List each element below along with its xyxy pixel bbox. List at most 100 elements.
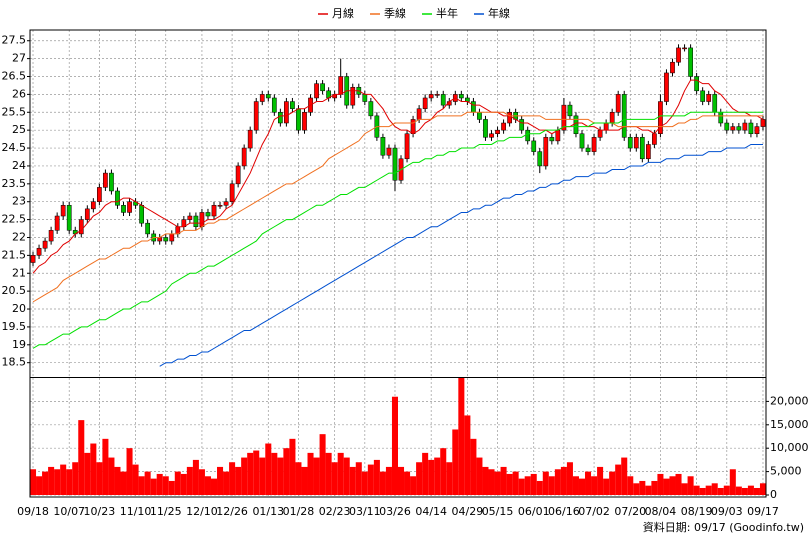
volume-bar <box>464 415 471 495</box>
candle-body <box>645 144 651 160</box>
volume-bar <box>331 462 338 495</box>
volume-bar <box>458 378 465 495</box>
volume-bar <box>325 452 332 495</box>
x-tick-label: 06/01 <box>518 505 550 518</box>
candle-body <box>296 108 301 131</box>
candle-body <box>501 122 506 131</box>
candle-body <box>416 108 422 120</box>
volume-bar <box>675 473 682 495</box>
candle-body <box>549 137 555 142</box>
x-tick-label: 07/02 <box>578 505 610 518</box>
y-tick-label: 26 <box>12 87 26 100</box>
volume-bar <box>48 466 55 495</box>
volume-bar <box>452 429 459 495</box>
volume-bar <box>705 485 712 495</box>
x-tick-label: 09/18 <box>17 505 49 518</box>
volume-bar <box>283 448 290 495</box>
candle-body <box>187 215 193 220</box>
candle-body <box>211 205 217 217</box>
volume-bar <box>669 476 676 495</box>
candle-body <box>109 172 114 192</box>
candle-body <box>247 129 253 149</box>
volume-bar <box>271 452 278 495</box>
candle-body <box>603 122 609 131</box>
volume-bar <box>681 483 688 495</box>
volume-bar <box>591 476 598 495</box>
legend-label: 月線 <box>332 6 354 20</box>
candle-body <box>302 112 307 131</box>
candle-body <box>235 165 241 185</box>
y-tick-label: 23.5 <box>2 177 27 190</box>
volume-bar <box>518 478 525 495</box>
volume-bar <box>554 469 561 495</box>
y-tick-label: 27.5 <box>2 34 27 47</box>
candle-body <box>380 137 386 156</box>
y-tick-label: 5,000 <box>770 465 802 478</box>
candle-body <box>368 101 374 117</box>
y-tick-label: 27 <box>12 52 26 65</box>
candle-body <box>66 205 72 231</box>
candle-body <box>314 83 319 99</box>
candle-body <box>585 147 591 152</box>
volume-bar <box>645 485 652 495</box>
x-tick-label: 09/03 <box>711 505 743 518</box>
volume-bar <box>416 462 423 495</box>
x-tick-label: 08/19 <box>681 505 713 518</box>
x-tick-label: 11/25 <box>150 505 182 518</box>
candle-body <box>290 101 295 109</box>
volume-bar <box>639 480 646 495</box>
candle-body <box>362 94 368 102</box>
candle-body <box>561 104 567 131</box>
candle-body <box>458 94 464 99</box>
volume-bar <box>530 473 537 495</box>
y-tick-label: 19 <box>12 338 26 351</box>
volume-bar <box>711 483 718 495</box>
volume-bar <box>597 466 604 495</box>
volume-bar <box>42 471 49 495</box>
candle-body <box>760 119 766 127</box>
y-tick-label: 26.5 <box>2 70 27 83</box>
x-tick-label: 09/17 <box>747 505 779 518</box>
candle-body <box>543 137 549 167</box>
volume-bar <box>410 476 417 495</box>
volume-bar <box>524 476 531 495</box>
candle-body <box>483 119 488 138</box>
y-tick-label: 0 <box>770 488 777 501</box>
volume-bar <box>259 457 266 495</box>
candle-body <box>573 115 579 134</box>
candle-body <box>471 101 476 113</box>
ma-line <box>32 111 763 303</box>
candle-body <box>253 101 259 131</box>
candle-body <box>633 137 639 149</box>
y-tick-label: 20 <box>12 302 26 315</box>
candle-body <box>567 104 573 117</box>
candle-body <box>555 129 561 142</box>
candle-body <box>157 237 163 242</box>
volume-bar <box>192 459 199 495</box>
candle-body <box>320 83 325 92</box>
candle-body <box>60 205 66 217</box>
volume-bar <box>301 466 308 495</box>
candle-body <box>712 94 718 113</box>
candle-body <box>103 172 108 188</box>
candle-body <box>42 240 48 249</box>
volume-bar <box>548 476 555 495</box>
candle-body <box>241 147 247 167</box>
candle-body <box>742 122 748 131</box>
volume-bar <box>138 476 145 495</box>
volume-bar <box>60 464 67 495</box>
x-tick-label: 06/16 <box>548 505 580 518</box>
candle-body <box>259 94 265 102</box>
volume-bar <box>759 483 766 495</box>
candle-body <box>193 215 199 228</box>
candle-body <box>36 247 42 256</box>
candle-body <box>652 133 657 145</box>
volume-bar <box>343 457 350 495</box>
candle-body <box>277 112 283 124</box>
candle-body <box>115 190 120 206</box>
y-tick-label: 18.5 <box>2 356 27 369</box>
volume-bar <box>615 464 622 495</box>
candle-body <box>386 147 392 156</box>
candle-body <box>465 97 470 102</box>
volume-bar <box>144 471 151 495</box>
